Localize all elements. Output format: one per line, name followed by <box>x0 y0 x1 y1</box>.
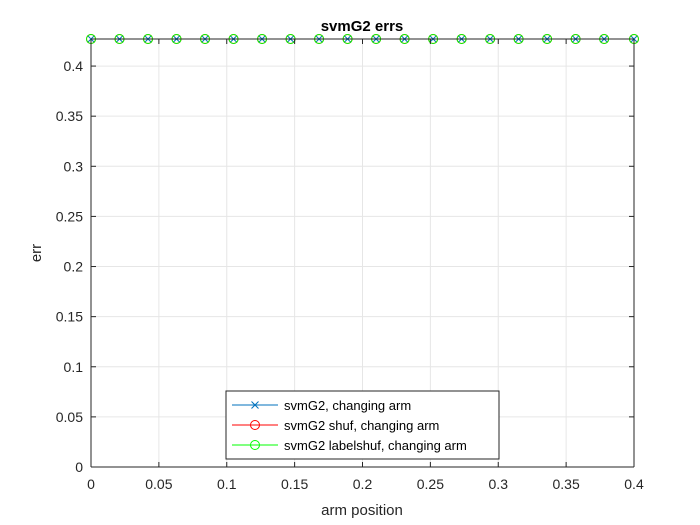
y-axis-ticks: 0 0.05 0.1 0.15 0.2 0.25 0.3 0.35 0.4 <box>56 58 634 475</box>
y-tick-label: 0.3 <box>64 158 84 174</box>
legend-marker-stroke <box>251 401 259 409</box>
legend-label: svmG2 shuf, changing arm <box>284 418 439 433</box>
x-axis-ticks: 0 0.05 0.1 0.15 0.2 0.25 0.3 0.35 0.4 <box>87 39 644 492</box>
x-tick-label: 0.4 <box>624 476 644 492</box>
x-tick-label: 0.2 <box>353 476 373 492</box>
x-axis-title: arm position <box>321 502 403 519</box>
legend: svmG2, changing arm svmG2 shuf, changing … <box>225 390 500 460</box>
legend-entry: svmG2 shuf, changing arm <box>232 418 439 433</box>
legend-marker <box>251 401 259 409</box>
legend-entry: svmG2 labelshuf, changing arm <box>232 438 467 453</box>
x-tick-label: 0.35 <box>553 476 580 492</box>
chart-title: svmG2 errs <box>321 18 404 35</box>
y-tick-label: 0.25 <box>56 208 83 224</box>
x-tick-label: 0 <box>87 476 95 492</box>
legend-label: svmG2 labelshuf, changing arm <box>284 438 467 453</box>
y-tick-label: 0.1 <box>64 359 84 375</box>
x-tick-label: 0.15 <box>281 476 308 492</box>
x-tick-label: 0.1 <box>217 476 237 492</box>
legend-marker <box>250 440 260 450</box>
legend-entry: svmG2, changing arm <box>232 398 411 413</box>
y-tick-label: 0.15 <box>56 309 83 325</box>
x-tick-label: 0.3 <box>489 476 509 492</box>
x-tick-label: 0.05 <box>145 476 172 492</box>
y-tick-label: 0.2 <box>64 259 84 275</box>
y-tick-label: 0 <box>75 459 83 475</box>
y-tick-label: 0.35 <box>56 108 83 124</box>
y-tick-label: 0.4 <box>64 58 84 74</box>
legend-label: svmG2, changing arm <box>284 398 411 413</box>
x-tick-label: 0.25 <box>417 476 444 492</box>
y-tick-label: 0.05 <box>56 409 83 425</box>
y-axis-title: err <box>28 244 45 262</box>
legend-marker <box>250 420 260 430</box>
